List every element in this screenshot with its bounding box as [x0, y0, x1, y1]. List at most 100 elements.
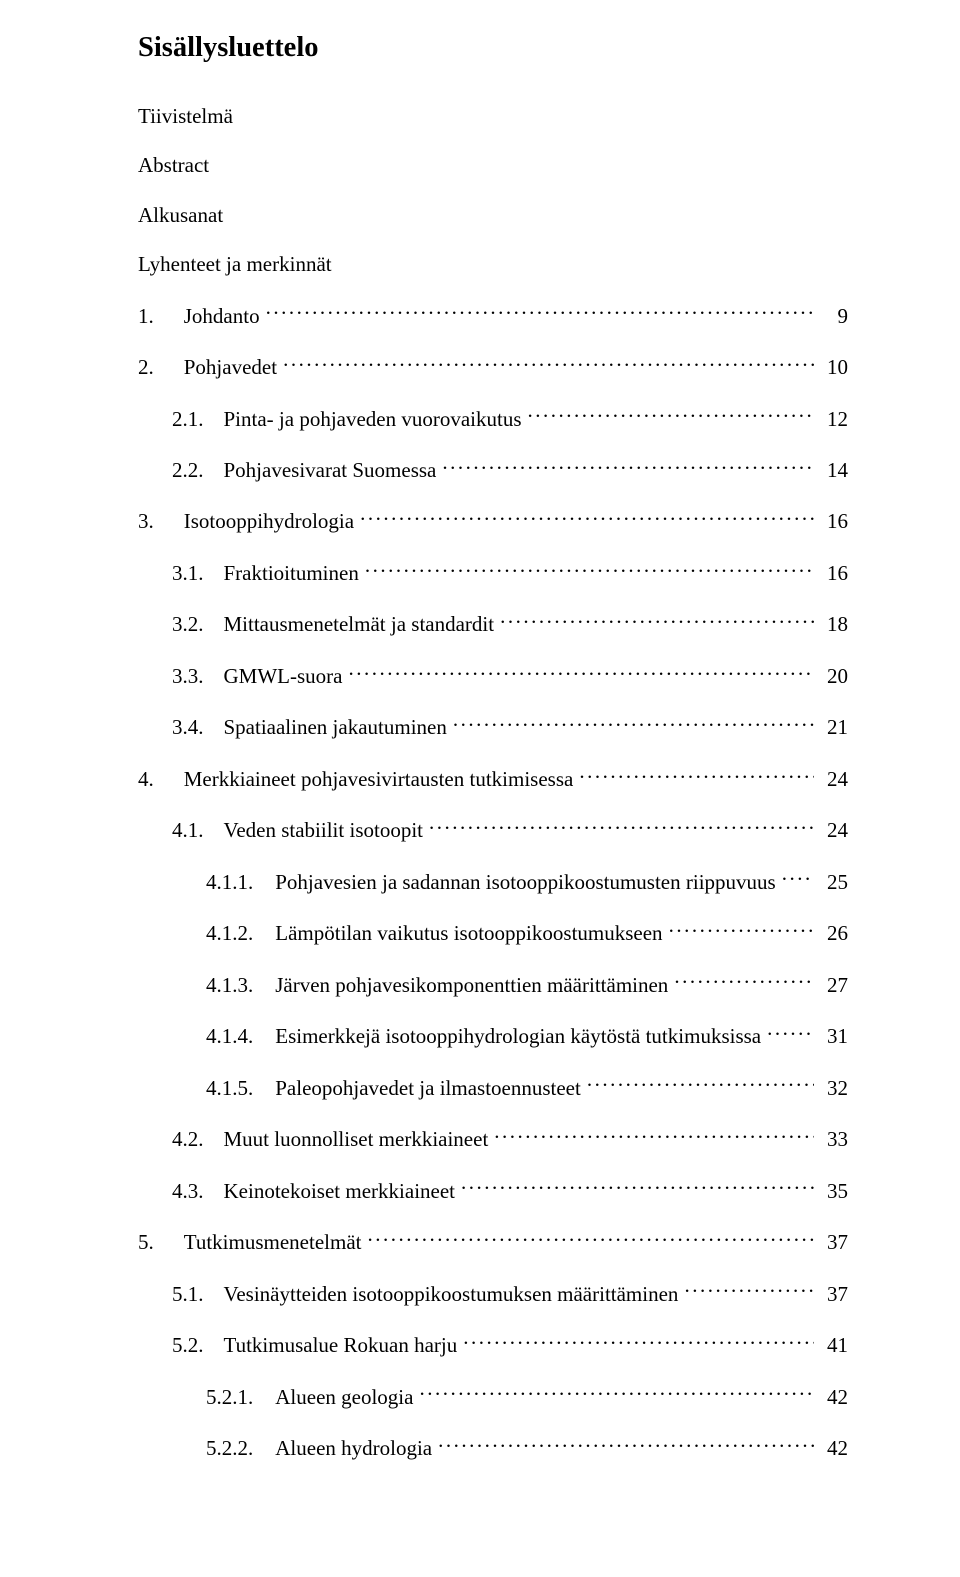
toc-number: 3.	[138, 507, 154, 536]
toc-row: 3.4.Spatiaalinen jakautuminen21	[138, 711, 848, 742]
toc-number: 4.1.1.	[206, 868, 253, 897]
toc-page: 33	[820, 1125, 848, 1154]
toc-row: 4.3. Keinotekoiset merkkiaineet 35	[138, 1175, 848, 1206]
toc-page: 35	[820, 1177, 848, 1206]
toc-number: 3.3.	[172, 662, 204, 691]
toc-leader	[674, 969, 814, 992]
toc-number: 2.1.	[172, 405, 204, 434]
front-item: Lyhenteet ja merkinnät	[138, 250, 848, 279]
toc-label: Muut luonnolliset merkkiaineet	[224, 1125, 489, 1154]
toc-number: 4.2.	[172, 1125, 204, 1154]
toc-label: Pohjavesien ja sadannan isotooppikoostum…	[275, 868, 775, 897]
toc-number: 4.3.	[172, 1177, 204, 1206]
toc-page: 24	[820, 765, 848, 794]
toc-leader	[500, 608, 814, 631]
toc-row: 3.Isotooppihydrologia16	[138, 505, 848, 536]
toc: 1. Johdanto 9 2. Pohjavedet 10 2.1. Pinta- ja p…	[138, 299, 848, 1463]
toc-leader	[461, 1175, 814, 1198]
toc-row: 5.2.2. Alueen hydrologia 42	[138, 1432, 848, 1463]
toc-page: 12	[820, 405, 848, 434]
toc-number: 1.	[138, 302, 154, 331]
toc-label: Alueen geologia	[275, 1383, 413, 1412]
toc-row: 2.2.Pohjavesivarat Suomessa14	[138, 454, 848, 485]
toc-leader	[365, 557, 814, 580]
toc-label: Alueen hydrologia	[275, 1434, 432, 1463]
toc-page: 42	[820, 1434, 848, 1463]
toc-leader	[429, 814, 814, 837]
toc-label: Pinta- ja pohjaveden vuorovaikutus	[224, 405, 522, 434]
toc-page: 16	[820, 507, 848, 536]
toc-leader	[463, 1329, 814, 1352]
toc-label: Fraktioituminen	[224, 559, 359, 588]
toc-row: 5.2.1.Alueen geologia42	[138, 1381, 848, 1412]
front-matter: Tiivistelmä Abstract Alkusanat Lyhenteet…	[138, 102, 848, 280]
toc-row: 1. Johdanto 9	[138, 299, 848, 330]
toc-leader	[684, 1278, 814, 1301]
toc-page: 9	[820, 302, 848, 331]
toc-leader	[579, 763, 814, 786]
toc-leader	[782, 866, 814, 889]
toc-leader	[283, 351, 814, 374]
toc-row: 4.1.5. Paleopohjavedet ja ilmastoennustee…	[138, 1072, 848, 1103]
toc-leader	[360, 505, 814, 528]
toc-label: Merkkiaineet pohjavesivirtausten tutkimi…	[184, 765, 574, 794]
toc-label: Järven pohjavesikomponenttien määrittämi…	[275, 971, 668, 1000]
toc-number: 4.1.4.	[206, 1022, 253, 1051]
toc-number: 4.	[138, 765, 154, 794]
toc-label: Pohjavesivarat Suomessa	[224, 456, 437, 485]
toc-leader	[767, 1020, 814, 1043]
toc-number: 5.1.	[172, 1280, 204, 1309]
toc-label: Veden stabiilit isotoopit	[224, 816, 424, 845]
toc-page: 41	[820, 1331, 848, 1360]
toc-number: 2.	[138, 353, 154, 382]
toc-row: 4.1.4. Esimerkkejä isotooppihydrologian k…	[138, 1020, 848, 1051]
toc-leader	[453, 711, 814, 734]
toc-row: 4.2. Muut luonnolliset merkkiaineet 33	[138, 1123, 848, 1154]
toc-leader	[266, 299, 814, 322]
toc-number: 4.1.	[172, 816, 204, 845]
toc-row: 5.2. Tutkimusalue Rokuan harju 41	[138, 1329, 848, 1360]
toc-number: 5.	[138, 1228, 154, 1257]
toc-label: Esimerkkejä isotooppihydrologian käytöst…	[275, 1022, 761, 1051]
toc-row: 4.1.2.Lämpötilan vaikutus isotooppikoost…	[138, 917, 848, 948]
toc-number: 3.2.	[172, 610, 204, 639]
toc-label: Tutkimusalue Rokuan harju	[224, 1331, 458, 1360]
toc-leader	[528, 402, 814, 425]
toc-number: 4.1.5.	[206, 1074, 253, 1103]
toc-page: 20	[820, 662, 848, 691]
toc-page: 16	[820, 559, 848, 588]
toc-page: 37	[820, 1280, 848, 1309]
toc-number: 5.2.	[172, 1331, 204, 1360]
toc-label: GMWL-suora	[224, 662, 343, 691]
toc-page: 24	[820, 816, 848, 845]
toc-page: 27	[820, 971, 848, 1000]
toc-number: 5.2.2.	[206, 1434, 253, 1463]
toc-page: 31	[820, 1022, 848, 1051]
toc-label: Keinotekoiset merkkiaineet	[224, 1177, 456, 1206]
toc-label: Paleopohjavedet ja ilmastoennusteet	[275, 1074, 581, 1103]
toc-row: 4.1.3. Järven pohjavesikomponenttien määr…	[138, 969, 848, 1000]
toc-number: 2.2.	[172, 456, 204, 485]
toc-page: 26	[820, 919, 848, 948]
front-item: Alkusanat	[138, 201, 848, 230]
toc-number: 4.1.3.	[206, 971, 253, 1000]
toc-row: 2.1. Pinta- ja pohjaveden vuorovaikutus 12	[138, 402, 848, 433]
page-title: Sisällysluettelo	[138, 28, 848, 68]
toc-label: Vesinäytteiden isotooppikoostumuksen mää…	[224, 1280, 679, 1309]
toc-row: 3.1. Fraktioituminen 16	[138, 557, 848, 588]
toc-label: Spatiaalinen jakautuminen	[224, 713, 447, 742]
toc-leader	[494, 1123, 814, 1146]
toc-page: 37	[820, 1228, 848, 1257]
front-item: Abstract	[138, 151, 848, 180]
toc-label: Pohjavedet	[184, 353, 277, 382]
toc-leader	[348, 660, 814, 683]
toc-page: 10	[820, 353, 848, 382]
toc-number: 3.1.	[172, 559, 204, 588]
toc-label: Johdanto	[184, 302, 260, 331]
toc-leader	[367, 1226, 814, 1249]
toc-row: 4.1.1. Pohjavesien ja sadannan isotooppik…	[138, 866, 848, 897]
toc-row: 5.1. Vesinäytteiden isotooppikoostumuksen…	[138, 1278, 848, 1309]
toc-leader	[442, 454, 814, 477]
toc-page: 25	[820, 868, 848, 897]
front-item: Tiivistelmä	[138, 102, 848, 131]
